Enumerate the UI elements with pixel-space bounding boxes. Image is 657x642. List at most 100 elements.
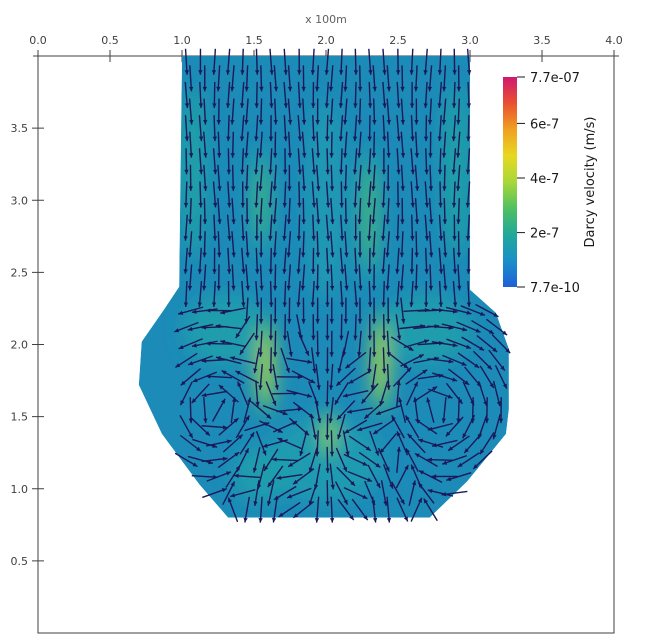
velocity-arrow-head [423,498,428,504]
velocity-arrow-head [438,269,444,274]
velocity-arrow-head [448,359,454,364]
velocity-arrow-head [427,488,433,494]
velocity-arrow-head [215,324,221,329]
velocity-arrow-head [452,342,458,348]
velocity-arrow-head [221,370,227,375]
velocity-arrow-head [212,136,218,142]
velocity-arrow-head [371,219,376,225]
velocity-arrow-head [488,329,494,334]
velocity-arrow-head [410,202,415,208]
velocity-arrow-head [198,236,203,241]
velocity-arrow-head [264,465,269,471]
velocity-arrow-head [192,343,197,348]
velocity-arrow-head [329,518,335,523]
velocity-arrow-head [187,285,193,291]
velocity-arrow-head [367,236,372,241]
velocity-arrow-head [271,517,277,523]
velocity-arrow-head [385,285,390,291]
velocity-arrow-head [202,219,208,225]
y-tick-label: 1.5 [11,411,29,424]
velocity-arrow-head [188,219,193,225]
velocity-arrow-head [272,457,277,462]
velocity-arrow-head [415,419,421,424]
velocity-arrow-head [198,103,204,108]
velocity-arrow-head [188,433,193,439]
velocity-arrow-head [422,369,428,374]
velocity-arrow-head [325,368,330,374]
velocity-arrow-head [254,236,259,241]
velocity-arrow-head [353,269,359,274]
velocity-arrow-head [201,358,207,364]
velocity-arrow-head [364,414,370,419]
velocity-arrow-head [343,186,348,191]
velocity-arrow-head [212,269,217,274]
velocity-arrow-head [466,310,472,315]
velocity-arrow-head [188,361,194,366]
velocity-arrow-head [258,119,264,125]
velocity-arrow-head [418,482,423,488]
velocity-arrow-head [310,70,316,75]
velocity-arrow-head [240,70,245,75]
velocity-arrow-head [268,202,273,208]
velocity-arrow-head [429,219,434,225]
velocity-arrow-head [226,269,232,274]
velocity-arrow-head [192,462,198,467]
velocity-arrow-head [493,312,499,317]
velocity-arrow-head [464,448,469,454]
velocity-arrow-head [395,269,400,274]
velocity-arrow-head [375,410,381,415]
velocity-arrow-head [441,153,447,158]
velocity-arrow-head [352,169,358,175]
velocity-arrow-head [314,517,320,523]
velocity-arrow-head [479,449,485,455]
velocity-arrow-head [231,285,236,291]
velocity-arrow-head [367,103,373,108]
colorbar-tick-label: 2e-7 [530,227,559,242]
velocity-arrow-head [372,517,378,523]
velocity-arrow-head [189,86,194,92]
y-axis-ticks: 0.5 1.0 1.5 2.0 2.5 3.0 3.5 [11,122,44,568]
velocity-arrow-head [337,414,342,420]
velocity-arrow-head [178,310,184,315]
velocity-arrow-head [301,119,307,125]
velocity-arrow-head [244,186,249,191]
velocity-arrow-head [235,333,240,339]
velocity-arrow-head [325,202,331,208]
velocity-arrow-head [258,252,264,258]
velocity-arrow-head [201,285,207,291]
velocity-arrow-head [343,319,349,324]
velocity-arrow-head [357,252,363,258]
colorbar-tick-label: 7.7e-10 [530,281,580,296]
velocity-arrow-head [368,70,373,75]
velocity-arrow-head [438,236,444,241]
velocity-arrow-head [466,136,471,142]
velocity-arrow-head [240,169,245,175]
velocity-arrow-head [443,252,448,258]
velocity-arrow-head [381,235,386,241]
velocity-arrow-head [307,359,313,364]
velocity-arrow-head [372,86,377,92]
velocity-arrow-head [311,335,316,341]
velocity-arrow-head [311,236,316,241]
velocity-arrow-head [371,153,377,158]
velocity-arrow-head [498,418,504,424]
velocity-arrow-head [273,119,278,125]
velocity-arrow-head [282,202,287,208]
velocity-arrow-head [396,431,401,437]
velocity-arrow-head [442,86,447,92]
velocity-arrow-head [340,269,345,274]
velocity-arrow-head [202,86,207,92]
velocity-arrow-head [312,368,317,374]
velocity-arrow-head [230,356,236,361]
velocity-arrow-head [473,464,479,469]
velocity-arrow-head [406,448,411,454]
velocity-arrow-head [180,380,186,386]
velocity-arrow-head [288,351,293,357]
velocity-arrow-head [398,397,403,403]
velocity-arrow-head [400,499,405,505]
velocity-arrow-head [370,385,376,390]
velocity-arrow-head [184,103,190,108]
field-zone [441,84,470,258]
velocity-arrow-head [451,136,456,142]
velocity-arrow-head [371,186,376,191]
